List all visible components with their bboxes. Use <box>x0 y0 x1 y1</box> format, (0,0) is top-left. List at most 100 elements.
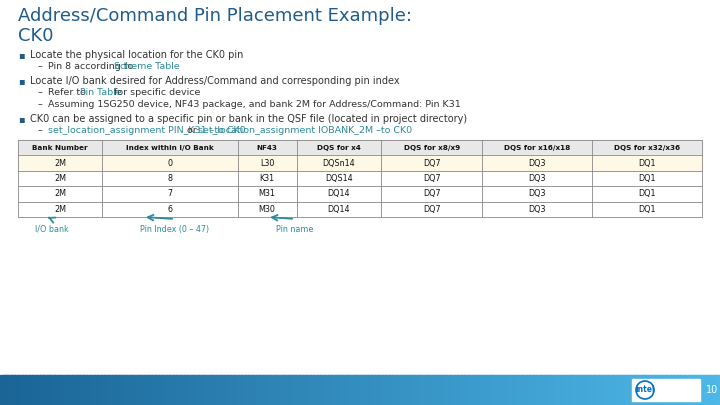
Text: for specific device: for specific device <box>111 88 200 97</box>
Bar <box>349 375 354 405</box>
Text: Assuming 1SG250 device, NF43 package, and bank 2M for Address/Command: Pin K31: Assuming 1SG250 device, NF43 package, an… <box>48 100 461 109</box>
Bar <box>616 375 620 405</box>
Bar <box>598 375 602 405</box>
Bar <box>403 375 408 405</box>
Text: 6: 6 <box>168 205 173 214</box>
Bar <box>626 375 631 405</box>
Bar <box>446 375 451 405</box>
Bar <box>248 375 253 405</box>
Bar <box>58 375 62 405</box>
Bar <box>612 375 616 405</box>
Bar <box>50 375 55 405</box>
Bar <box>227 375 231 405</box>
Bar <box>115 375 120 405</box>
Bar <box>11 375 15 405</box>
Bar <box>202 375 206 405</box>
Bar <box>274 375 278 405</box>
Bar <box>454 375 458 405</box>
Bar <box>47 375 51 405</box>
Bar <box>551 375 555 405</box>
Bar <box>194 375 199 405</box>
Bar <box>4 375 8 405</box>
Bar <box>695 375 699 405</box>
Bar <box>461 375 465 405</box>
Bar <box>576 375 580 405</box>
Bar <box>292 375 296 405</box>
Bar <box>518 375 523 405</box>
Bar <box>133 375 138 405</box>
Text: –: – <box>38 88 42 97</box>
Bar <box>515 375 519 405</box>
Bar <box>702 375 706 405</box>
Bar <box>580 375 584 405</box>
Bar <box>583 375 588 405</box>
Bar <box>590 375 595 405</box>
Bar <box>184 375 188 405</box>
Bar <box>522 375 526 405</box>
Bar <box>407 375 411 405</box>
Bar <box>572 375 577 405</box>
Bar <box>317 375 321 405</box>
Text: DQS for x4: DQS for x4 <box>317 145 361 151</box>
Bar <box>331 375 336 405</box>
Bar <box>324 375 328 405</box>
Bar <box>191 375 195 405</box>
Bar <box>68 375 73 405</box>
Bar <box>457 375 462 405</box>
Bar <box>198 375 202 405</box>
Bar <box>486 375 490 405</box>
Bar <box>601 375 606 405</box>
Bar <box>263 375 267 405</box>
Text: DQ7: DQ7 <box>423 205 441 214</box>
Bar <box>655 375 660 405</box>
Bar <box>176 375 181 405</box>
Bar <box>425 375 429 405</box>
Bar <box>544 375 548 405</box>
Text: NF43: NF43 <box>256 145 277 151</box>
Bar <box>493 375 498 405</box>
Text: DQ7: DQ7 <box>423 190 441 198</box>
Bar <box>302 375 307 405</box>
Bar <box>688 375 692 405</box>
Bar <box>83 375 87 405</box>
Bar <box>230 375 235 405</box>
Text: DQ7: DQ7 <box>423 174 441 183</box>
Bar <box>385 375 390 405</box>
Text: I/O bank: I/O bank <box>35 225 69 234</box>
Bar <box>155 375 159 405</box>
Bar <box>392 375 397 405</box>
Bar <box>360 375 364 405</box>
Bar <box>299 375 303 405</box>
Bar <box>256 375 260 405</box>
Text: ▪: ▪ <box>18 76 24 86</box>
Bar <box>335 375 339 405</box>
Text: 7: 7 <box>168 190 173 198</box>
Bar <box>18 375 22 405</box>
Text: intel: intel <box>635 386 654 394</box>
Bar <box>418 375 422 405</box>
Bar <box>666 375 670 405</box>
Bar <box>36 375 40 405</box>
Bar <box>338 375 343 405</box>
Bar <box>436 375 440 405</box>
Bar <box>644 375 649 405</box>
Bar <box>371 375 375 405</box>
Bar <box>320 375 325 405</box>
Bar <box>281 375 285 405</box>
Bar <box>680 375 685 405</box>
Bar <box>400 375 404 405</box>
Bar <box>79 375 84 405</box>
Bar <box>490 375 494 405</box>
Text: Pin Index (0 – 47): Pin Index (0 – 47) <box>140 225 210 234</box>
Text: DQS14: DQS14 <box>325 174 353 183</box>
Bar <box>101 375 105 405</box>
Bar <box>439 375 444 405</box>
Text: 8: 8 <box>168 174 173 183</box>
Bar <box>122 375 127 405</box>
Bar <box>151 375 156 405</box>
Bar <box>266 375 271 405</box>
Bar <box>547 375 552 405</box>
Bar <box>65 375 69 405</box>
Text: Locate I/O bank desired for Address/Command and corresponding pin index: Locate I/O bank desired for Address/Comm… <box>30 76 400 86</box>
Bar <box>662 375 667 405</box>
